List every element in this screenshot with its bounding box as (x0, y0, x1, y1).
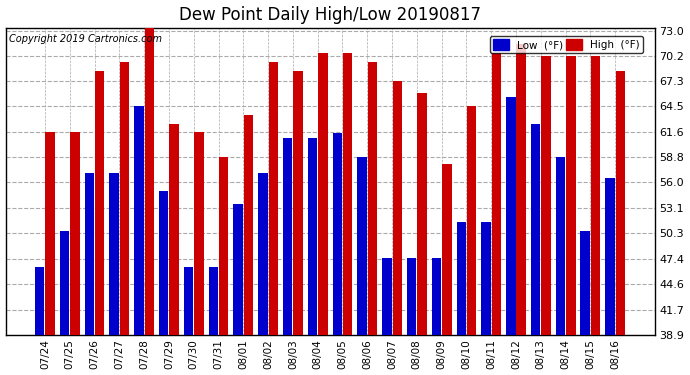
Bar (293, 71, 303, 335)
Bar (368, 62, 377, 335)
Bar (417, 93, 426, 335)
Bar (517, 44, 526, 335)
Bar (95, 71, 104, 335)
Bar (60, 231, 69, 335)
Bar (268, 62, 278, 335)
Bar (555, 157, 565, 335)
Bar (541, 56, 551, 335)
Bar (580, 231, 590, 335)
Bar (432, 258, 441, 335)
Text: Copyright 2019 Cartronics.com: Copyright 2019 Cartronics.com (9, 34, 161, 44)
Bar (467, 106, 476, 335)
Bar (591, 56, 600, 335)
Bar (258, 173, 268, 335)
Bar (194, 132, 204, 335)
Bar (393, 81, 402, 335)
Title: Dew Point Daily High/Low 20190817: Dew Point Daily High/Low 20190817 (179, 6, 481, 24)
Bar (308, 138, 317, 335)
Bar (219, 157, 228, 335)
Bar (382, 258, 391, 335)
Bar (407, 258, 416, 335)
Bar (184, 267, 193, 335)
Bar (159, 191, 168, 335)
Bar (233, 204, 243, 335)
Bar (35, 267, 44, 335)
Bar (357, 157, 367, 335)
Bar (110, 173, 119, 335)
Bar (135, 106, 144, 335)
Bar (615, 71, 625, 335)
Bar (333, 133, 342, 335)
Bar (506, 98, 515, 335)
Bar (85, 173, 94, 335)
Bar (482, 222, 491, 335)
Bar (531, 124, 540, 335)
Bar (457, 222, 466, 335)
Bar (318, 53, 328, 335)
Legend: Low  (°F), High  (°F): Low (°F), High (°F) (490, 36, 643, 53)
Bar (120, 62, 129, 335)
Bar (70, 132, 79, 335)
Bar (442, 164, 451, 335)
Bar (170, 124, 179, 335)
Bar (46, 132, 55, 335)
Bar (605, 178, 615, 335)
Bar (343, 53, 353, 335)
Bar (244, 115, 253, 335)
Bar (145, 26, 154, 335)
Bar (492, 53, 501, 335)
Bar (566, 56, 575, 335)
Bar (208, 267, 218, 335)
Bar (283, 138, 293, 335)
